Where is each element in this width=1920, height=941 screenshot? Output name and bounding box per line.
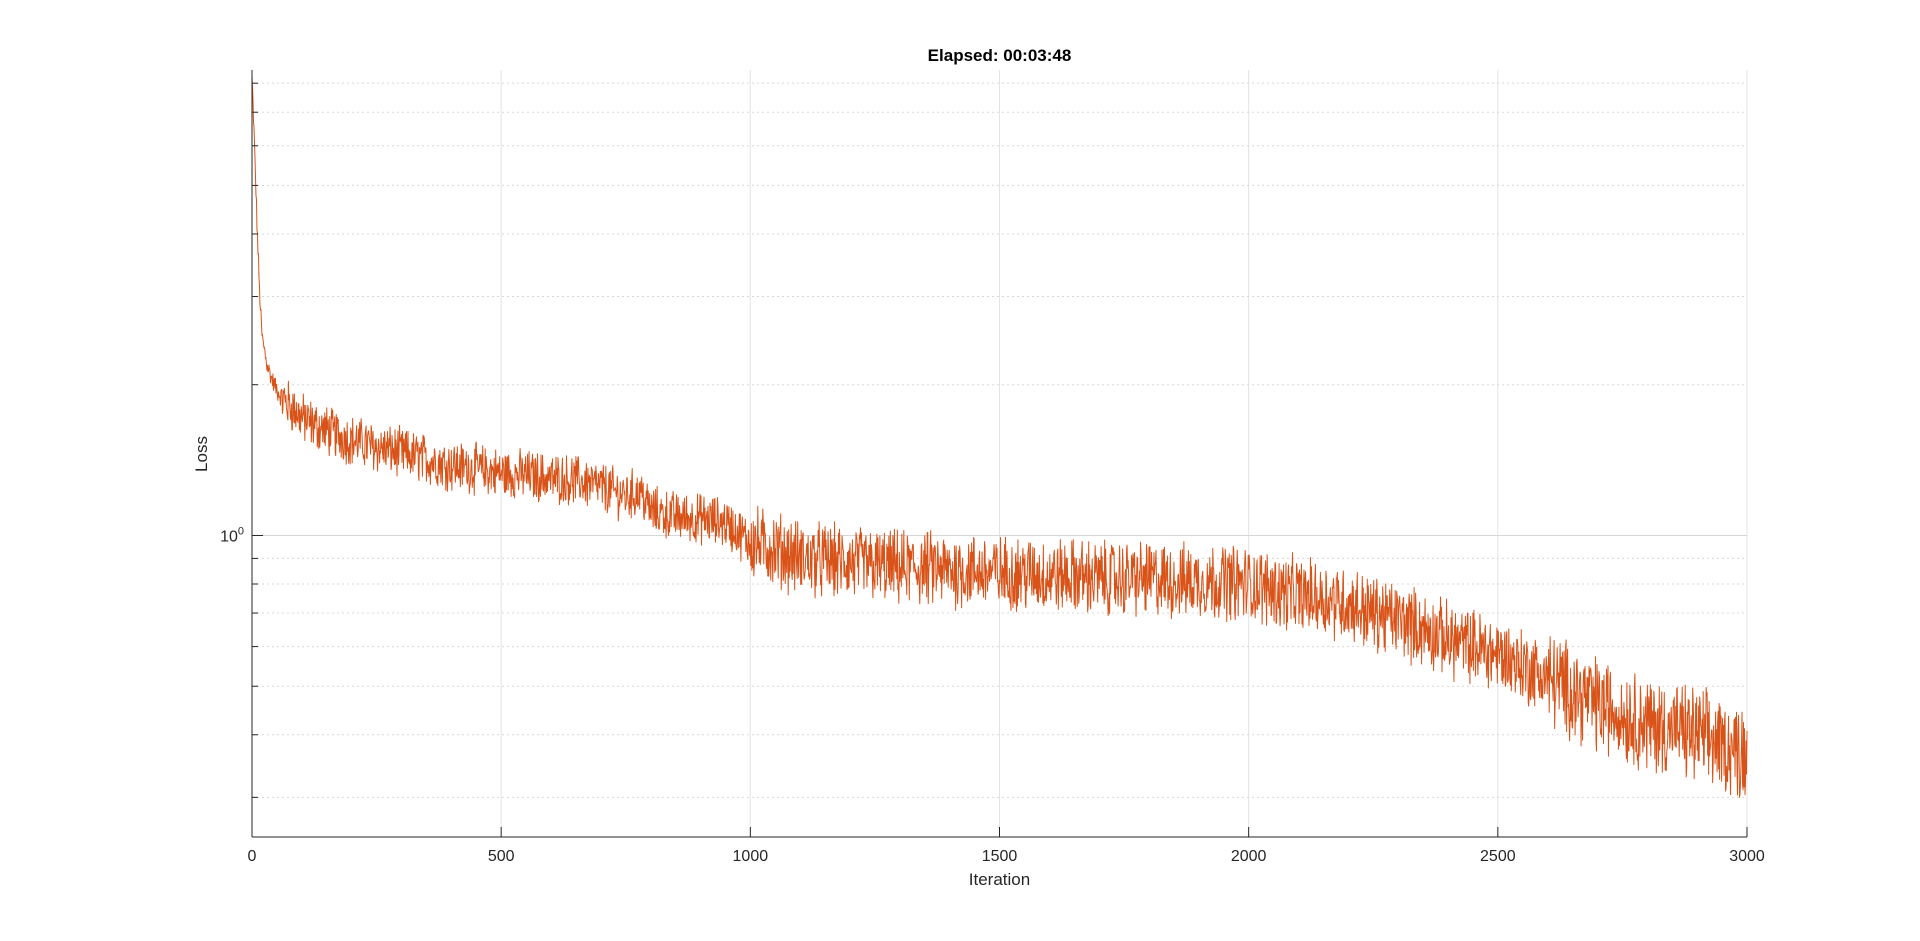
- x-tick-label: 2500: [1480, 848, 1516, 865]
- x-tick-label: 1500: [982, 848, 1018, 865]
- x-tick-label: 0: [248, 848, 257, 865]
- x-tick-label: 500: [488, 848, 515, 865]
- loss-series-line: [251, 76, 1748, 798]
- y-axis-label: Loss: [192, 436, 211, 472]
- chart-title: Elapsed: 00:03:48: [928, 46, 1072, 65]
- y-tick-label: 100: [220, 525, 244, 545]
- x-tick-label: 1000: [733, 848, 769, 865]
- x-tick-label: 2000: [1231, 848, 1267, 865]
- x-tick-label: 3000: [1729, 848, 1765, 865]
- x-axis-label: Iteration: [969, 870, 1030, 889]
